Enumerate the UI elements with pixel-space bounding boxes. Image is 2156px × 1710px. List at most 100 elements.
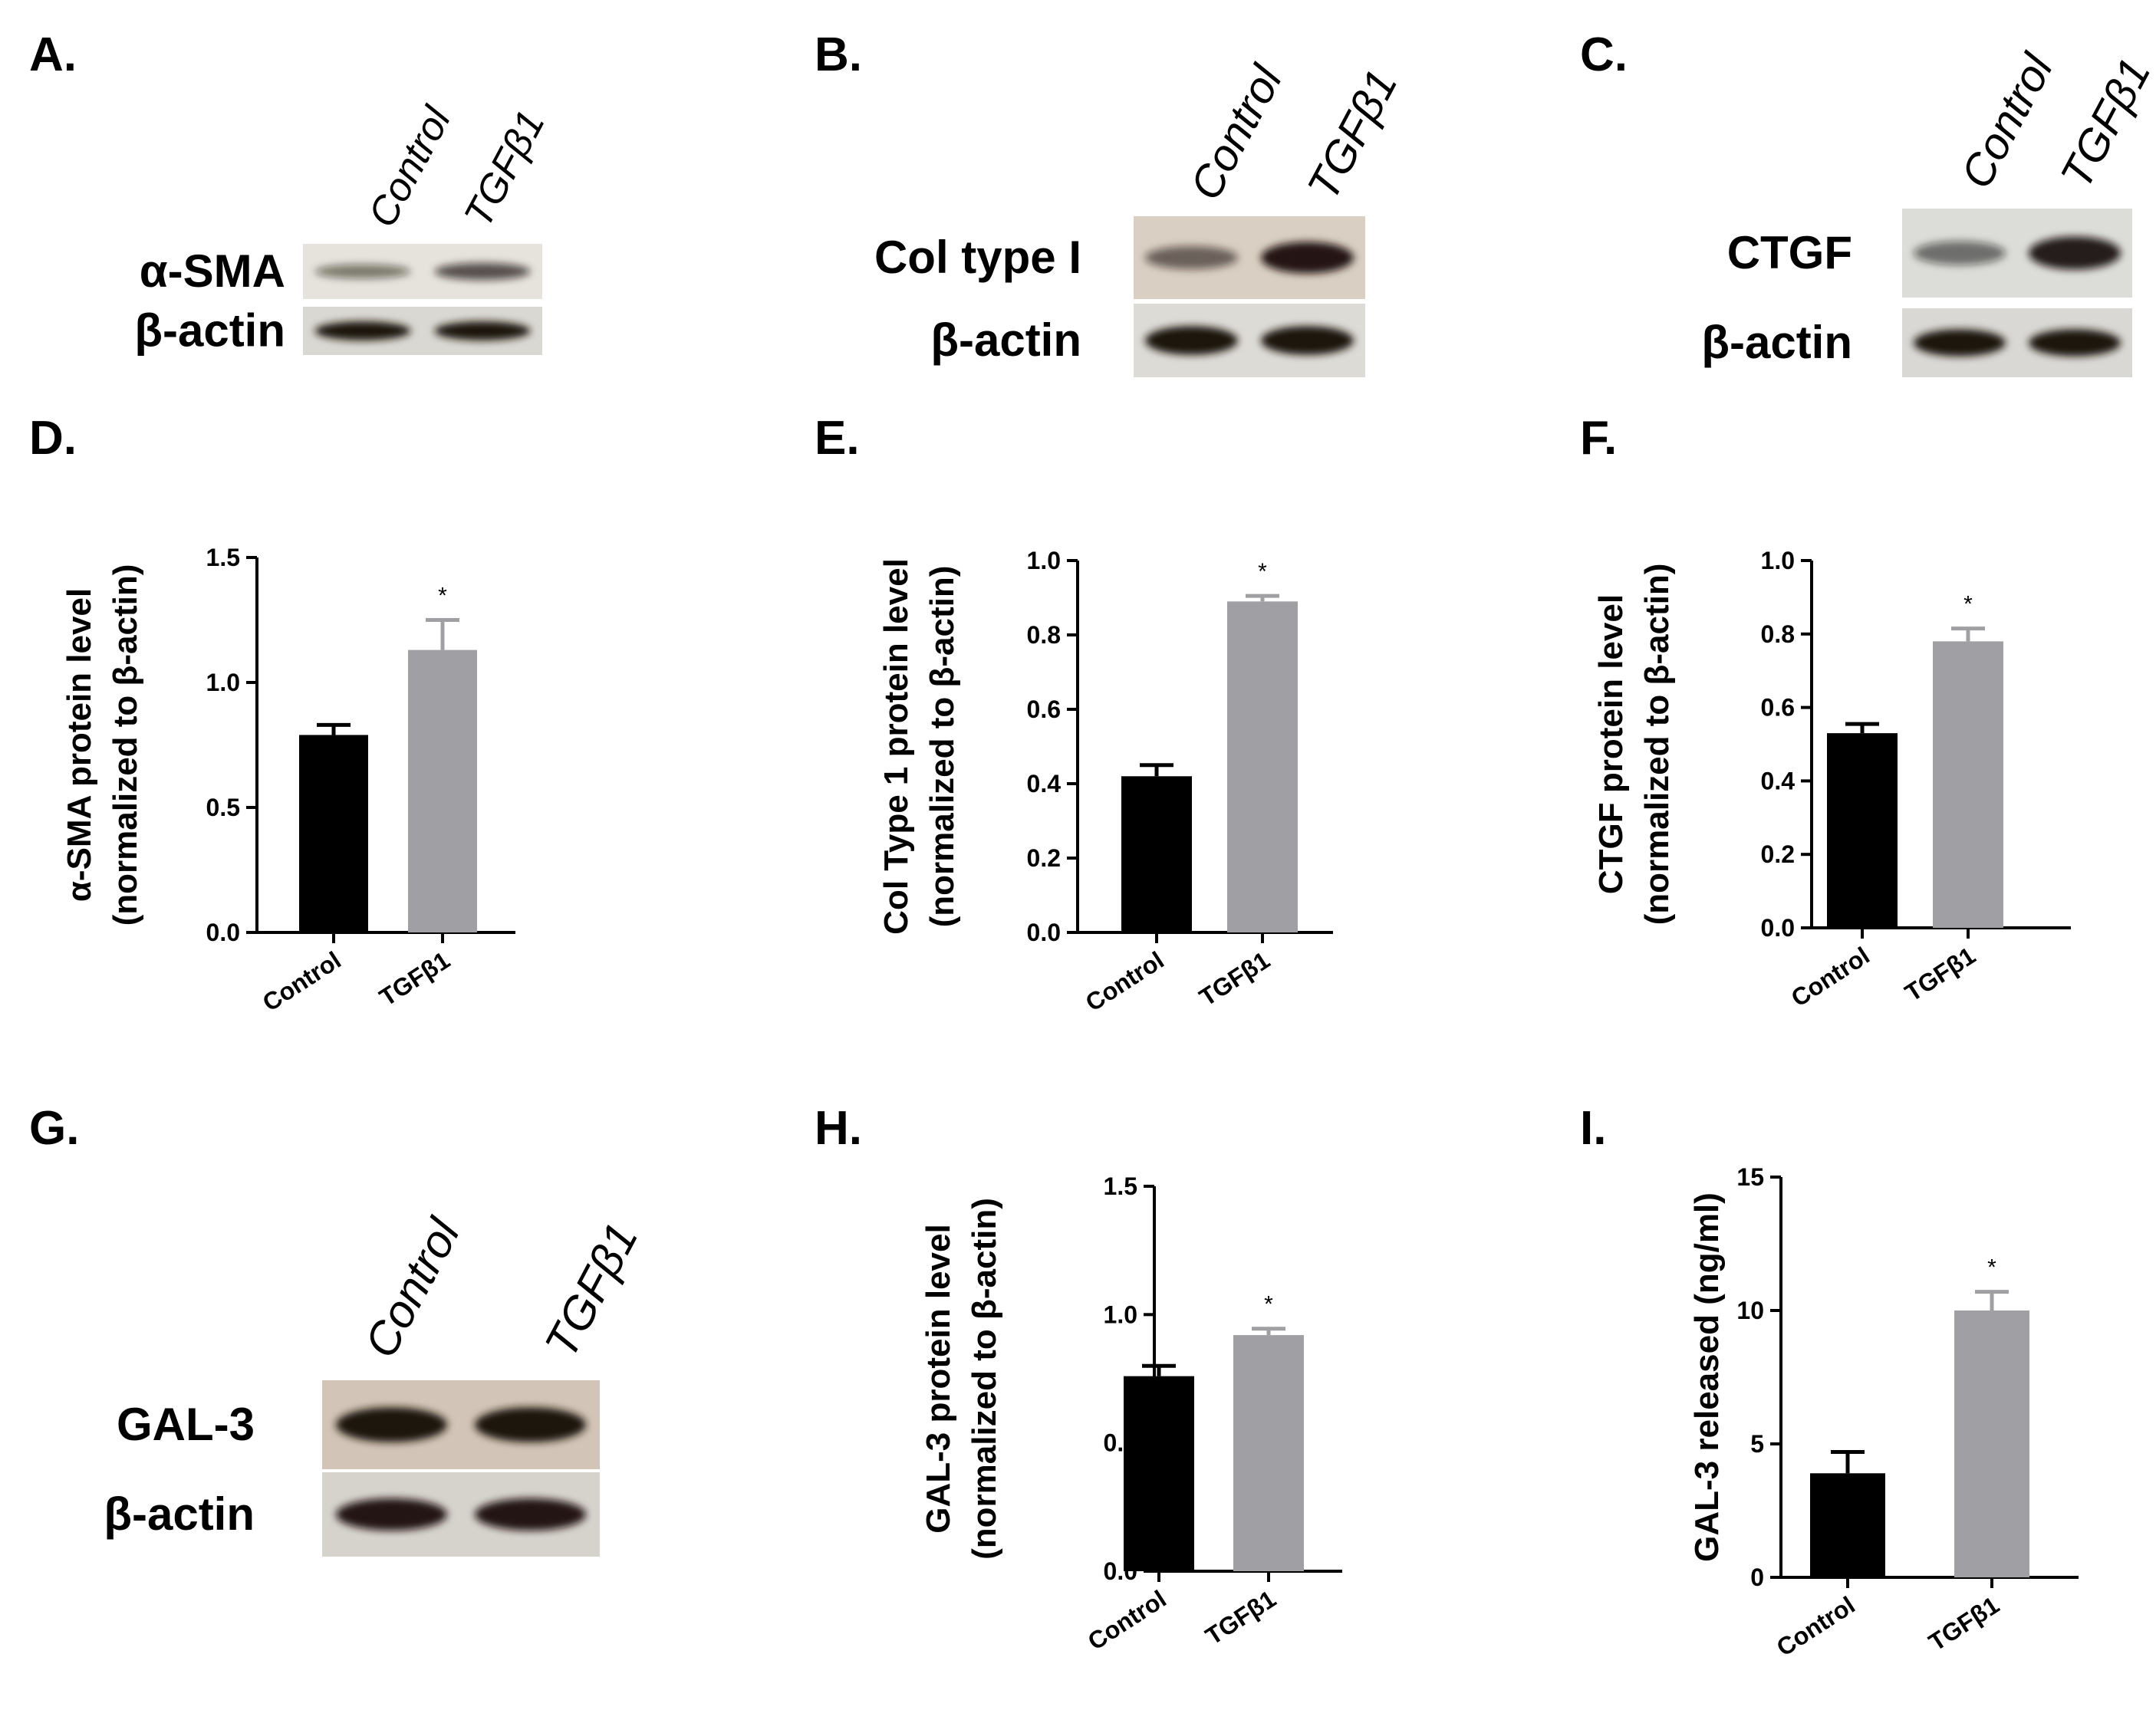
y-tick-label: 0.6 xyxy=(1761,694,1795,722)
blot-band xyxy=(1145,326,1238,355)
lane-label: TGFβ1 xyxy=(1298,61,1407,208)
y-axis-label: GAL-3 protein level xyxy=(920,1224,957,1533)
y-tick-label: 0.0 xyxy=(1027,919,1061,946)
bar-0 xyxy=(299,735,368,932)
significance-marker: * xyxy=(1258,559,1267,584)
lane-label: Control xyxy=(1180,57,1292,208)
y-tick-label: 1.5 xyxy=(1104,1172,1137,1200)
y-tick-label: 1.0 xyxy=(1104,1301,1137,1328)
y-axis-label: CTGF protein level xyxy=(1592,594,1630,894)
y-tick-label: 0.4 xyxy=(1761,767,1796,794)
y-tick-label: 0.0 xyxy=(206,919,240,946)
protein-label: β-actin xyxy=(134,305,285,357)
protein-label: β-actin xyxy=(104,1488,255,1540)
significance-marker: * xyxy=(438,584,447,609)
y-tick-label: 1.0 xyxy=(1761,547,1795,574)
lane-label: TGFβ1 xyxy=(535,1215,647,1366)
y-tick-label: 1.5 xyxy=(206,544,240,571)
blot-band xyxy=(314,321,411,340)
lane-label: Control xyxy=(1951,45,2063,196)
y-tick-label: 0.6 xyxy=(1027,696,1061,723)
y-axis-label: α-SMA protein level xyxy=(61,588,98,902)
x-tick-label: TGFβ1 xyxy=(374,946,455,1011)
y-tick-label: 15 xyxy=(1736,1163,1764,1191)
bar-1 xyxy=(1954,1310,2029,1577)
panel-label: H. xyxy=(815,1102,862,1155)
y-tick-label: 0.5 xyxy=(206,794,240,821)
y-tick-label: 0 xyxy=(1750,1564,1764,1591)
bar-0 xyxy=(1124,1376,1194,1571)
y-tick-label: 0.8 xyxy=(1761,620,1795,648)
y-axis-label: GAL-3 released (ng/ml) xyxy=(1688,1192,1726,1562)
x-tick-label: Control xyxy=(1772,1591,1860,1662)
y-tick-label: 0.2 xyxy=(1761,840,1795,868)
lane-label: TGFβ1 xyxy=(2051,50,2156,196)
x-tick-label: Control xyxy=(258,946,346,1017)
protein-label: Col type I xyxy=(874,232,1081,283)
protein-label: β-actin xyxy=(930,314,1081,366)
significance-marker: * xyxy=(1264,1292,1273,1317)
panel-label: I. xyxy=(1580,1102,1606,1155)
x-tick-label: Control xyxy=(1083,1585,1171,1656)
protein-label: β-actin xyxy=(1701,317,1852,368)
bar-chart-f: F. 0.0 0.2 0.4 0.6 0.8 1.0 CTGF protein level (n… xyxy=(1580,412,2071,1012)
bar-1 xyxy=(1227,601,1298,932)
y-axis-label: (normalized to β-actin) xyxy=(966,1198,1003,1560)
blot-band xyxy=(2029,329,2121,357)
y-tick-label: 0.0 xyxy=(1761,914,1795,942)
blot-band xyxy=(475,1498,586,1531)
y-tick-label: 5 xyxy=(1750,1430,1764,1458)
blot-band xyxy=(336,1498,447,1531)
y-tick-label: 1.0 xyxy=(206,669,240,696)
x-tick-label: Control xyxy=(1081,946,1169,1017)
y-tick-label: 0.4 xyxy=(1027,770,1062,797)
x-tick-label: TGFβ1 xyxy=(1924,1591,2004,1656)
significance-marker: * xyxy=(1987,1255,1996,1281)
bar-1 xyxy=(1233,1335,1304,1571)
panel-label: D. xyxy=(29,412,77,465)
x-tick-label: TGFβ1 xyxy=(1200,1585,1281,1650)
x-tick-label: Control xyxy=(1786,942,1875,1012)
y-tick-label: 0.2 xyxy=(1027,844,1061,872)
y-axis-label: (normalized to β-actin) xyxy=(1638,564,1676,926)
panel-label: F. xyxy=(1580,412,1617,465)
bar-0 xyxy=(1810,1473,1885,1577)
blot-band xyxy=(1145,245,1238,270)
blot-panel-g: G. Control TGFβ1 GAL-3 β-actin xyxy=(29,1102,648,1557)
x-tick-label: TGFβ1 xyxy=(1900,942,1980,1007)
blot-band xyxy=(314,264,411,279)
blot-band xyxy=(1914,329,2006,357)
blot-band xyxy=(1261,326,1354,355)
bar-chart-d: D. 0.0 0.5 1.0 1.5 α-SMA protein level (normal… xyxy=(29,412,515,1017)
blot-band xyxy=(336,1407,447,1442)
blot-band xyxy=(2029,236,2121,270)
x-tick-label: TGFβ1 xyxy=(1194,946,1275,1011)
panel-label: E. xyxy=(815,412,860,465)
bar-0 xyxy=(1827,733,1898,928)
blot-band xyxy=(475,1407,586,1442)
protein-label: GAL-3 xyxy=(117,1399,255,1450)
y-axis-label: (normalized to β-actin) xyxy=(107,564,144,926)
bar-0 xyxy=(1121,776,1192,932)
y-axis-label: Col Type 1 protein level xyxy=(877,558,915,935)
lane-label: TGFβ1 xyxy=(456,104,554,235)
panel-label: C. xyxy=(1580,28,1628,81)
protein-label: α-SMA xyxy=(140,245,285,297)
y-tick-label: 1.0 xyxy=(1027,547,1061,574)
protein-label: CTGF xyxy=(1727,227,1852,278)
blot-panel-b: B. Control TGFβ1 Col type I β-actin xyxy=(815,28,1407,377)
significance-marker: * xyxy=(1963,592,1973,617)
blot-band xyxy=(434,262,531,281)
panel-label: A. xyxy=(29,28,77,81)
lane-label: Control xyxy=(360,99,460,235)
bar-1 xyxy=(408,649,477,932)
y-tick-label: 0.8 xyxy=(1027,621,1061,649)
bar-chart-e: E. 0.0 0.2 0.4 0.6 0.8 1.0 Col Type 1 protein l… xyxy=(815,412,1333,1017)
blot-band xyxy=(434,321,531,340)
blot-band xyxy=(1914,241,2006,265)
blot-band xyxy=(1261,242,1354,274)
